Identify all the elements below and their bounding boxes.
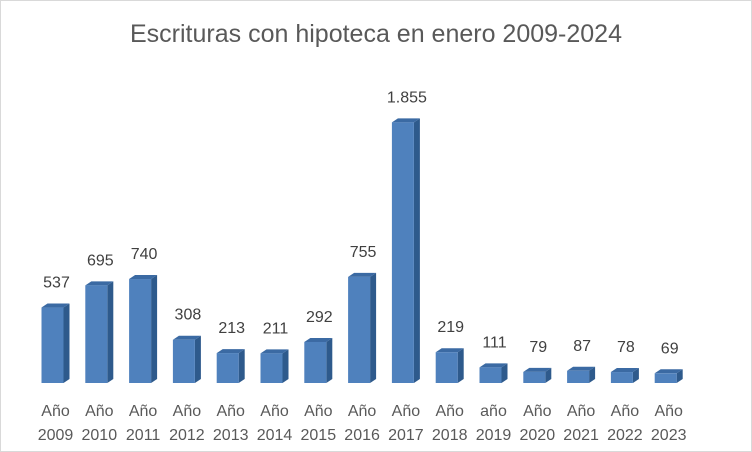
category-label-8-line1: Año <box>392 403 421 420</box>
category-label-14-line1: Año <box>654 403 683 420</box>
category-label-2-line2: 2011 <box>126 427 161 444</box>
category-label-11-line2: 2020 <box>520 427 556 444</box>
data-label-5: 211 <box>263 320 289 337</box>
bar-side-3 <box>194 335 201 383</box>
category-label-0-line2: 2009 <box>38 427 74 444</box>
bar-side-11 <box>545 367 552 383</box>
bar-2 <box>129 279 152 383</box>
bar-side-10 <box>501 363 508 383</box>
category-label-6-line1: Año <box>304 403 333 420</box>
bar-top-4 <box>216 349 245 354</box>
bar-side-9 <box>457 348 464 383</box>
category-label-12-line2: 2021 <box>563 427 599 444</box>
chart-title: Escrituras con hipoteca en enero 2009-20… <box>130 20 622 48</box>
bar-side-14 <box>676 369 683 383</box>
bar-top-3 <box>172 335 201 340</box>
bar-9 <box>435 352 458 383</box>
category-label-8-line2: 2017 <box>388 427 424 444</box>
category-label-4-line1: Año <box>216 403 245 420</box>
bar-3 <box>172 339 195 383</box>
bar-0 <box>41 307 64 383</box>
category-label-2-line1: Año <box>129 403 158 420</box>
bar-top-8 <box>391 118 420 123</box>
data-label-4: 213 <box>218 320 245 337</box>
data-label-7: 755 <box>350 244 377 261</box>
bar-10 <box>479 367 502 383</box>
bar-top-2 <box>129 275 158 280</box>
bar-1 <box>85 285 108 383</box>
category-label-9-line2: 2018 <box>432 427 468 444</box>
data-label-10: 111 <box>482 334 506 351</box>
bar-side-8 <box>413 118 420 383</box>
category-label-0-line1: Año <box>41 403 70 420</box>
category-label-3-line1: Año <box>173 403 202 420</box>
bar-top-13 <box>610 368 639 373</box>
data-label-3: 308 <box>175 307 202 324</box>
bar-top-0 <box>41 303 70 308</box>
bar-side-0 <box>63 303 70 383</box>
bar-top-5 <box>260 349 289 354</box>
bar-top-1 <box>85 281 114 286</box>
bar-7 <box>348 276 371 383</box>
category-label-5-line1: Año <box>260 403 289 420</box>
bar-side-6 <box>326 337 333 383</box>
bar-side-1 <box>107 281 114 383</box>
data-label-11: 79 <box>529 339 547 356</box>
bar-8 <box>391 122 414 383</box>
bar-14 <box>654 373 677 383</box>
bar-side-5 <box>282 349 289 383</box>
category-label-13-line2: 2022 <box>607 427 643 444</box>
data-label-13: 78 <box>617 339 635 356</box>
bar-side-4 <box>238 349 245 383</box>
bar-side-12 <box>589 366 596 383</box>
category-label-6-line2: 2015 <box>301 427 337 444</box>
bar-top-7 <box>348 272 377 277</box>
bar-5 <box>260 353 283 383</box>
data-label-2: 740 <box>131 246 158 263</box>
bar-side-13 <box>632 368 639 383</box>
category-label-10-line2: 2019 <box>476 427 512 444</box>
bar-top-9 <box>435 348 464 353</box>
category-label-14-line2: 2023 <box>651 427 687 444</box>
data-label-12: 87 <box>573 338 591 355</box>
category-label-1-line1: Año <box>85 403 114 420</box>
bar-top-12 <box>567 366 596 371</box>
category-label-1-line2: 2010 <box>82 427 118 444</box>
category-label-7-line1: Año <box>348 403 377 420</box>
data-label-8: 1.855 <box>387 89 427 106</box>
category-label-13-line1: Año <box>611 403 640 420</box>
bar-side-2 <box>151 275 158 383</box>
bar-top-6 <box>304 337 333 342</box>
bar-4 <box>216 353 239 383</box>
category-label-7-line2: 2016 <box>344 427 380 444</box>
category-label-10-line1: año <box>480 403 507 420</box>
bar-top-11 <box>523 367 552 372</box>
data-label-0: 537 <box>43 275 70 292</box>
data-label-9: 219 <box>437 319 464 336</box>
data-label-14: 69 <box>661 340 679 357</box>
bar-13 <box>610 372 633 383</box>
bar-11 <box>523 371 546 383</box>
category-label-5-line2: 2014 <box>257 427 293 444</box>
category-label-3-line2: 2012 <box>169 427 205 444</box>
data-label-1: 695 <box>87 252 114 269</box>
bar-top-14 <box>654 369 683 374</box>
bar-top-10 <box>479 363 508 368</box>
category-label-12-line1: Año <box>567 403 596 420</box>
bar-6 <box>304 341 327 383</box>
bar-side-7 <box>370 272 377 383</box>
data-label-6: 292 <box>306 309 333 326</box>
bar-12 <box>567 370 590 383</box>
category-label-9-line1: Año <box>435 403 464 420</box>
category-label-4-line2: 2013 <box>213 427 249 444</box>
category-label-11-line1: Año <box>523 403 552 420</box>
